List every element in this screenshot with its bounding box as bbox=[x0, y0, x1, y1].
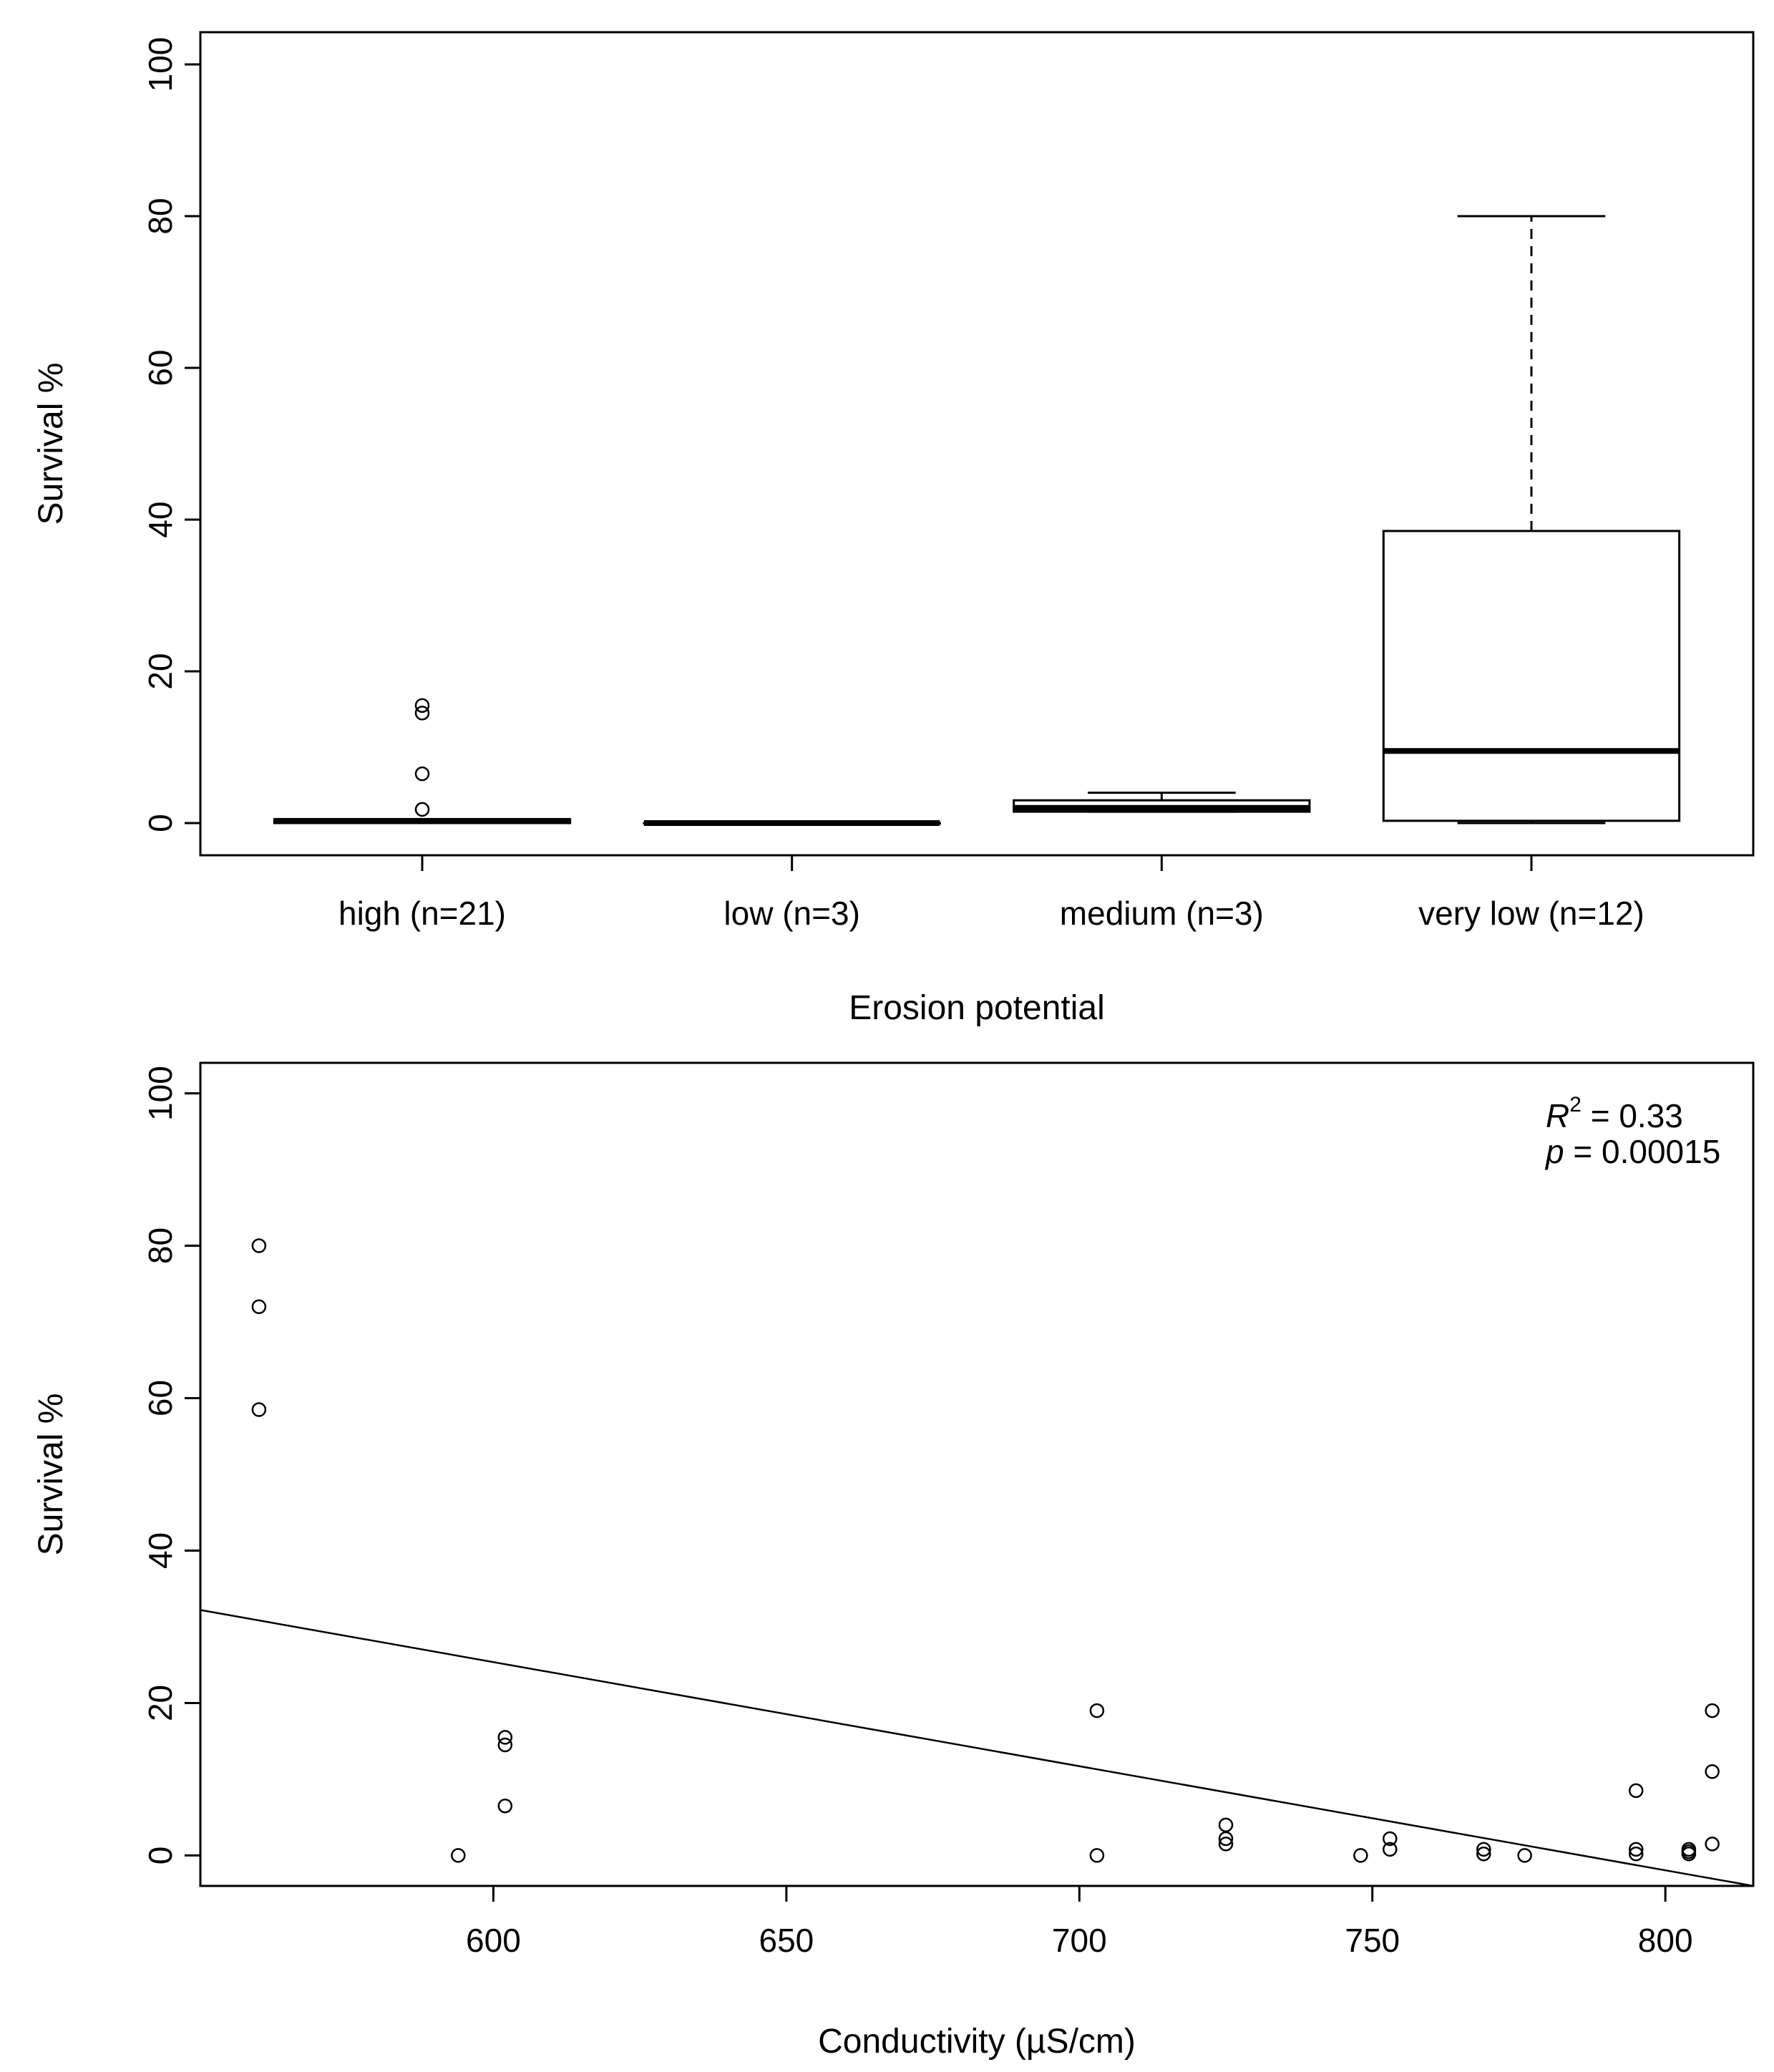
scatter-y-tick-label: 60 bbox=[142, 1380, 179, 1416]
scatter-panel: 0 20 40 60 80 100 600 650 700 750 800 Conductivit… bbox=[32, 1061, 1755, 2061]
scatter-y-axis: 0 20 40 60 80 100 bbox=[142, 1066, 202, 1865]
scatter-point bbox=[497, 1730, 513, 1745]
scatter-x-tick-label: 600 bbox=[466, 1922, 521, 1959]
scatter-points bbox=[251, 1238, 1720, 1863]
scatter-y-tick-label: 40 bbox=[142, 1532, 179, 1569]
scatter-point bbox=[1218, 1837, 1234, 1852]
scatter-y-tick-label: 100 bbox=[142, 1066, 179, 1121]
scatter-x-tick-label: 700 bbox=[1052, 1922, 1107, 1959]
scatter-point bbox=[497, 1737, 513, 1753]
scatter-y-tick-label: 20 bbox=[142, 1685, 179, 1721]
scatter-point bbox=[251, 1238, 267, 1253]
scatter-point bbox=[451, 1848, 466, 1863]
scatter-point bbox=[1383, 1842, 1398, 1857]
r-squared-annotation: R2 = 0.33 bbox=[1546, 1093, 1683, 1134]
scatter-y-tick-label: 80 bbox=[142, 1227, 179, 1264]
scatter-point bbox=[1705, 1837, 1720, 1852]
boxplot-y-axis: 0 20 40 60 80 100 bbox=[142, 37, 202, 832]
regression-line bbox=[200, 1609, 1754, 1887]
scatter-point bbox=[1517, 1848, 1532, 1863]
scatter-point bbox=[1681, 1847, 1697, 1862]
boxplot-y-axis-title: Survival % bbox=[32, 363, 70, 525]
scatter-x-axis-title: Conductivity (µS/cm) bbox=[818, 2023, 1136, 2061]
boxplot-x-tick-label: medium (n=3) bbox=[1060, 895, 1264, 932]
boxplot-panel: 0 20 40 60 80 100 high (n=21) low (n=3) medium … bbox=[32, 31, 1755, 1027]
iqr-box bbox=[1382, 530, 1681, 822]
p-value-annotation: p = 0.00015 bbox=[1544, 1133, 1720, 1170]
scatter-point bbox=[251, 1402, 267, 1417]
boxplot-y-tick-label: 0 bbox=[142, 814, 179, 832]
scatter-point bbox=[1218, 1817, 1234, 1833]
scatter-point bbox=[251, 1299, 267, 1314]
scatter-point bbox=[1476, 1842, 1491, 1857]
boxplot-y-tick-label: 20 bbox=[142, 653, 179, 689]
scatter-point bbox=[1628, 1783, 1644, 1799]
boxplot-boxes bbox=[273, 215, 1681, 826]
box-high bbox=[273, 698, 572, 825]
boxplot-y-tick-label: 60 bbox=[142, 349, 179, 386]
scatter-point bbox=[1089, 1848, 1105, 1863]
boxplot-y-tick-label: 80 bbox=[142, 198, 179, 234]
scatter-x-axis: 600 650 700 750 800 bbox=[466, 1884, 1693, 1959]
boxplot-y-tick-label: 40 bbox=[142, 501, 179, 538]
box-low bbox=[643, 820, 941, 826]
scatter-point bbox=[1628, 1842, 1644, 1857]
box-very-low bbox=[1382, 215, 1681, 825]
boxplot-x-axis-title: Erosion potential bbox=[849, 989, 1105, 1027]
scatter-frame bbox=[199, 1061, 1755, 1887]
boxplot-x-tick-label: high (n=21) bbox=[338, 895, 506, 932]
scatter-x-tick-label: 750 bbox=[1345, 1922, 1400, 1959]
scatter-point bbox=[1476, 1847, 1491, 1862]
outlier-point bbox=[414, 698, 430, 713]
scatter-x-tick-label: 800 bbox=[1638, 1922, 1693, 1959]
scatter-y-tick-label: 0 bbox=[142, 1847, 179, 1865]
boxplot-x-tick-label: low (n=3) bbox=[723, 895, 859, 932]
scatter-point bbox=[1218, 1831, 1234, 1847]
scatter-point bbox=[1628, 1847, 1644, 1862]
scatter-point bbox=[1089, 1703, 1105, 1718]
scatter-point bbox=[1383, 1831, 1398, 1847]
outlier-point bbox=[414, 802, 430, 817]
scatter-point bbox=[497, 1798, 513, 1814]
scatter-point bbox=[1705, 1764, 1720, 1779]
scatter-y-axis-title: Survival % bbox=[32, 1394, 70, 1556]
box-medium bbox=[1013, 792, 1311, 813]
outlier-point bbox=[414, 706, 430, 721]
boxplot-x-tick-label: very low (n=12) bbox=[1418, 895, 1644, 932]
boxplot-frame bbox=[199, 31, 1755, 857]
scatter-point bbox=[1705, 1703, 1720, 1718]
scatter-point bbox=[1353, 1848, 1368, 1863]
outlier-point bbox=[414, 766, 430, 782]
boxplot-x-axis: high (n=21) low (n=3) medium (n=3) very low… bbox=[338, 855, 1644, 932]
scatter-x-tick-label: 650 bbox=[759, 1922, 814, 1959]
regression-line-group bbox=[200, 1609, 1754, 1887]
boxplot-y-tick-label: 100 bbox=[142, 37, 179, 92]
